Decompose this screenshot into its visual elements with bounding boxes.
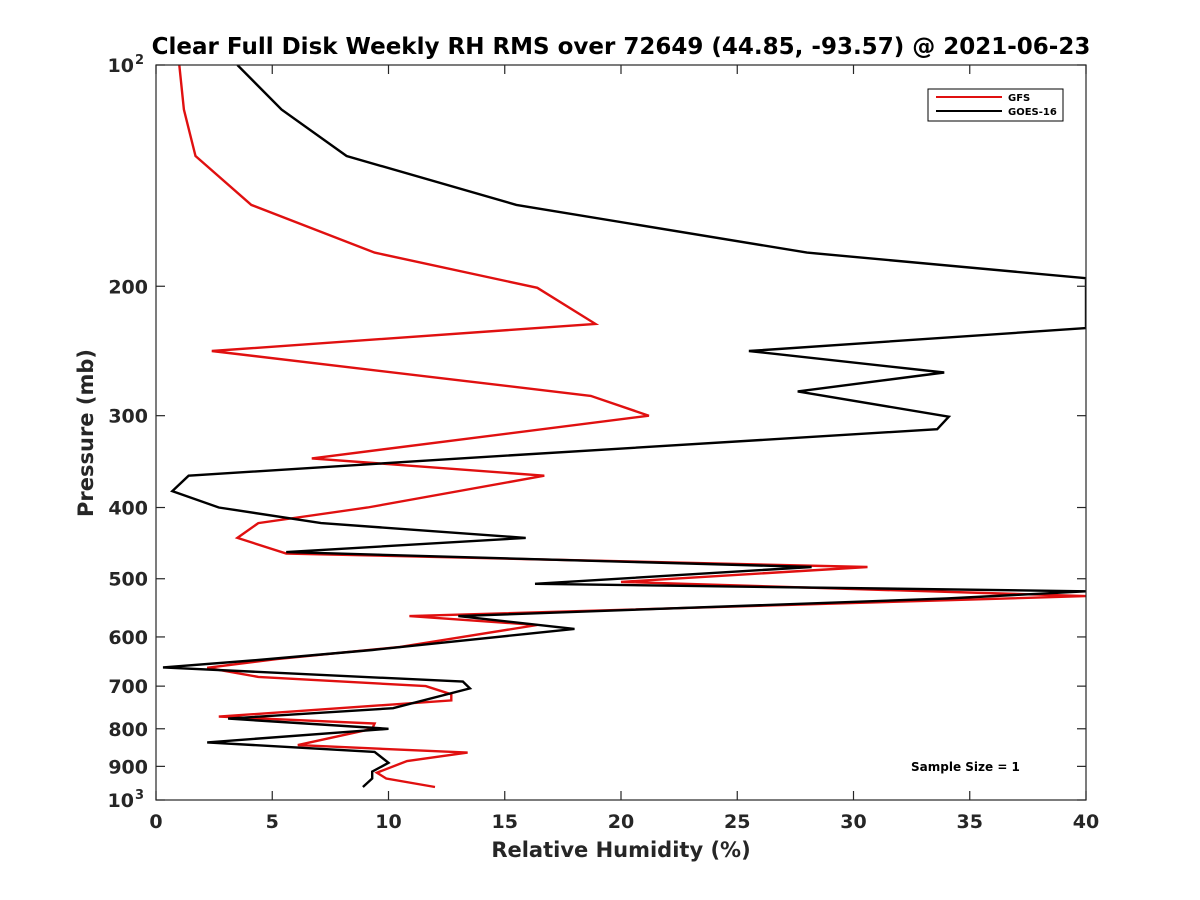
- sample-size-annotation: Sample Size = 1: [911, 760, 1020, 774]
- y-tick-label: 10: [108, 55, 134, 77]
- x-axis-label: Relative Humidity (%): [491, 838, 750, 862]
- y-axis-label: Pressure (mb): [74, 349, 98, 517]
- x-tick-label: 35: [957, 811, 983, 833]
- y-tick-label: 10: [108, 790, 134, 812]
- x-tick-label: 30: [840, 811, 866, 833]
- series-line-gfs: [178, 65, 1086, 789]
- y-tick-label: 400: [108, 498, 148, 520]
- x-tick-label: 15: [492, 811, 518, 833]
- y-tick-label: 600: [108, 627, 148, 649]
- legend: GFS GOES-16: [927, 88, 1064, 122]
- x-tick-label: 25: [724, 811, 750, 833]
- legend-label-gfs: GFS: [1008, 93, 1030, 104]
- legend-label-goes16: GOES-16: [1008, 107, 1057, 118]
- y-tick-label: 900: [108, 756, 148, 778]
- x-tick-label: 40: [1073, 811, 1099, 833]
- x-tick-label: 10: [375, 811, 401, 833]
- chart-title: Clear Full Disk Weekly RH RMS over 72649…: [152, 34, 1091, 60]
- y-tick-label: 500: [108, 569, 148, 591]
- x-tick-label: 20: [608, 811, 634, 833]
- legend-box: [927, 88, 1064, 122]
- series-line-goes16: [162, 65, 1086, 788]
- y-tick-label: 200: [108, 276, 148, 298]
- y-tick-label: 800: [108, 719, 148, 741]
- y-tick-label: 300: [108, 406, 148, 428]
- plot-frame: [155, 64, 1087, 801]
- x-tick-label: 0: [149, 811, 162, 833]
- y-tick-label: 700: [108, 676, 148, 698]
- y-tick-exponent: 3: [135, 788, 144, 803]
- plot-area: [155, 64, 1087, 801]
- x-tick-label: 5: [266, 811, 279, 833]
- x-axis: 0 5 10 15 20 25 30 35 40: [149, 65, 1099, 833]
- y-tick-exponent: 2: [135, 53, 144, 68]
